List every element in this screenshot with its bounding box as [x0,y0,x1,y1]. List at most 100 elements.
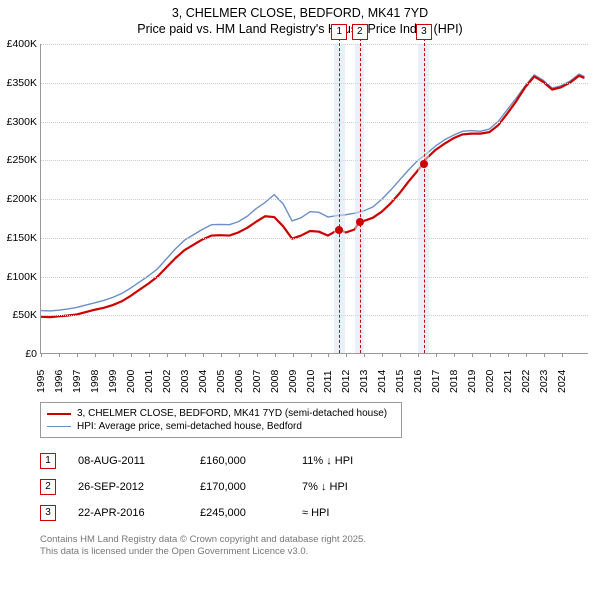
x-axis-label: 2007 [251,381,263,393]
marker-box: 1 [331,24,347,40]
x-axis-label: 2006 [233,381,245,393]
x-tick [364,353,365,357]
gridline [41,199,588,200]
x-tick [508,353,509,357]
y-axis-label: £200K [3,193,37,205]
y-axis-label: £0 [3,348,37,360]
x-tick [526,353,527,357]
x-axis-label: 2023 [538,381,550,393]
x-axis-label: 2015 [394,381,406,393]
sale-dot [356,218,364,226]
x-axis-label: 1996 [53,381,65,393]
x-tick [562,353,563,357]
sales-row: 108-AUG-2011£160,00011% ↓ HPI [40,448,600,474]
x-axis-label: 1997 [71,381,83,393]
sale-price: £160,000 [200,455,280,467]
x-axis-label: 2013 [358,381,370,393]
footer-line2: This data is licensed under the Open Gov… [40,546,600,558]
x-tick [544,353,545,357]
plot-area: £0£50K£100K£150K£200K£250K£300K£350K£400… [40,44,588,354]
x-tick [167,353,168,357]
footer: Contains HM Land Registry data © Crown c… [40,534,600,559]
sale-dot [335,226,343,234]
sale-date: 26-SEP-2012 [78,481,178,493]
x-tick [436,353,437,357]
x-axis-label: 2010 [305,381,317,393]
gridline [41,315,588,316]
x-tick [454,353,455,357]
x-tick [257,353,258,357]
x-tick [131,353,132,357]
y-axis-label: £250K [3,154,37,166]
x-axis-label: 2016 [412,381,424,393]
x-tick [382,353,383,357]
gridline [41,122,588,123]
x-tick [77,353,78,357]
sales-row: 226-SEP-2012£170,0007% ↓ HPI [40,474,600,500]
x-tick [346,353,347,357]
chart: £0£50K£100K£150K£200K£250K£300K£350K£400… [40,44,588,354]
x-tick [239,353,240,357]
x-axis-label: 2008 [269,381,281,393]
x-axis-label: 1999 [107,381,119,393]
page-subtitle: Price paid vs. HM Land Registry's House … [0,20,600,36]
x-tick [203,353,204,357]
sale-date: 22-APR-2016 [78,507,178,519]
sale-price: £170,000 [200,481,280,493]
x-axis-label: 2005 [215,381,227,393]
x-tick [293,353,294,357]
series-hpi [41,74,584,311]
legend-label: 3, CHELMER CLOSE, BEDFORD, MK41 7YD (sem… [77,408,387,419]
x-tick [149,353,150,357]
x-axis-label: 2009 [287,381,299,393]
x-tick [185,353,186,357]
x-axis-label: 1998 [89,381,101,393]
marker-box: 3 [416,24,432,40]
legend-swatch [47,413,71,415]
x-tick [490,353,491,357]
gridline [41,160,588,161]
sales-table: 108-AUG-2011£160,00011% ↓ HPI226-SEP-201… [40,448,600,526]
footer-line1: Contains HM Land Registry data © Crown c… [40,534,600,546]
marker-line [339,38,340,353]
y-axis-label: £300K [3,116,37,128]
x-axis-label: 2003 [179,381,191,393]
x-tick [328,353,329,357]
sale-dot [420,160,428,168]
x-tick [472,353,473,357]
x-tick [418,353,419,357]
y-axis-label: £400K [3,38,37,50]
x-axis-label: 2017 [430,381,442,393]
x-tick [95,353,96,357]
x-axis-label: 1995 [35,381,47,393]
gridline [41,83,588,84]
x-tick [41,353,42,357]
series-price_paid [41,76,584,317]
legend-label: HPI: Average price, semi-detached house,… [77,421,302,432]
x-tick [59,353,60,357]
x-axis-label: 2021 [502,381,514,393]
y-axis-label: £350K [3,77,37,89]
legend-row: HPI: Average price, semi-detached house,… [47,420,395,433]
marker-line [360,38,361,353]
x-axis-label: 2012 [340,381,352,393]
x-axis-label: 2024 [556,381,568,393]
x-tick [113,353,114,357]
marker-box: 2 [352,24,368,40]
sale-marker-box: 3 [40,505,56,521]
marker-line [424,38,425,353]
sale-price: £245,000 [200,507,280,519]
x-tick [275,353,276,357]
sale-marker-box: 1 [40,453,56,469]
gridline [41,44,588,45]
y-axis-label: £100K [3,271,37,283]
x-axis-label: 2001 [143,381,155,393]
x-tick [311,353,312,357]
x-axis-label: 2011 [322,381,334,393]
x-axis-label: 2004 [197,381,209,393]
x-axis-label: 2020 [484,381,496,393]
y-axis-label: £50K [3,309,37,321]
sale-hpi: ≈ HPI [302,507,422,519]
sale-date: 08-AUG-2011 [78,455,178,467]
legend-swatch [47,426,71,427]
